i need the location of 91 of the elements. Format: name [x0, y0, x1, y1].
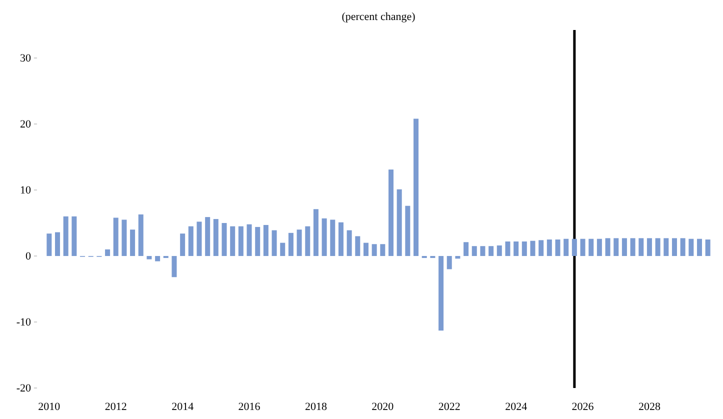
bar — [172, 256, 177, 278]
bar — [55, 232, 60, 256]
bar — [72, 216, 77, 256]
bar — [305, 226, 310, 256]
bar — [580, 238, 586, 256]
bar — [230, 226, 236, 256]
y-tick-label: 0 — [26, 250, 32, 263]
bar — [630, 238, 636, 256]
x-tick-label: 2024 — [505, 401, 528, 413]
bar — [680, 238, 686, 256]
bar — [255, 226, 260, 256]
bar — [296, 230, 302, 256]
bar — [530, 240, 536, 256]
bar — [538, 240, 544, 256]
bar — [372, 244, 377, 256]
bar — [346, 230, 352, 256]
bar — [396, 189, 402, 256]
bar — [222, 223, 227, 256]
bar — [655, 238, 660, 256]
bar — [122, 220, 127, 256]
x-tick-label: 2014 — [172, 401, 194, 413]
bar — [280, 242, 286, 256]
bar — [338, 222, 344, 256]
bar — [614, 238, 619, 256]
y-tick-label: 30 — [20, 52, 32, 65]
bar — [138, 214, 144, 256]
bar — [646, 238, 652, 256]
bar — [246, 224, 252, 256]
bar — [363, 242, 368, 256]
x-tick-label: 2028 — [638, 401, 661, 413]
bar — [63, 216, 68, 256]
bar — [330, 220, 336, 256]
bar — [322, 218, 327, 256]
bar — [688, 238, 694, 256]
y-tick-label: 20 — [20, 118, 32, 131]
bar — [588, 238, 594, 256]
bar — [263, 224, 268, 256]
bar — [272, 230, 277, 256]
x-tick-label: 2020 — [372, 401, 394, 413]
bar — [196, 222, 202, 256]
bar — [522, 241, 527, 256]
bar — [188, 226, 194, 256]
bar — [288, 232, 294, 256]
bar — [705, 240, 710, 256]
bar — [380, 244, 386, 256]
bar — [313, 209, 318, 256]
x-tick-label: 2010 — [38, 401, 61, 413]
bar — [696, 238, 702, 256]
bar — [238, 226, 244, 256]
bar — [546, 240, 552, 256]
bar — [355, 236, 360, 256]
bar — [672, 238, 677, 256]
bar — [146, 256, 152, 260]
bar — [438, 256, 444, 331]
bar — [622, 238, 627, 256]
y-tick-label: -10 — [16, 316, 32, 329]
x-tick-label: 2026 — [572, 401, 594, 413]
x-tick-label: 2022 — [438, 401, 460, 413]
bar — [205, 217, 210, 256]
bar — [572, 238, 577, 256]
bar — [564, 238, 569, 256]
bar — [505, 241, 510, 256]
bar — [155, 256, 160, 262]
bar — [46, 234, 52, 256]
bar — [605, 238, 610, 256]
bar — [414, 118, 419, 256]
x-tick-label: 2012 — [104, 401, 127, 413]
bar — [405, 206, 410, 256]
bar — [213, 219, 218, 256]
bar — [446, 256, 452, 270]
bar — [638, 238, 644, 256]
bar — [596, 238, 602, 256]
x-tick-label: 2018 — [304, 401, 328, 413]
bar — [555, 240, 560, 256]
bar — [113, 218, 118, 256]
bar — [180, 234, 186, 256]
y-tick-label: -20 — [16, 382, 32, 395]
bar — [664, 238, 669, 256]
bar — [496, 245, 502, 256]
x-tick-label: 2016 — [238, 401, 261, 413]
bar — [464, 242, 469, 256]
bar — [480, 246, 486, 256]
bar — [472, 246, 477, 256]
bar — [130, 230, 136, 256]
y-tick-label: 10 — [20, 184, 32, 197]
bar — [388, 170, 394, 256]
chart-title: (percent change) — [342, 11, 416, 23]
bar — [488, 246, 494, 256]
bar — [105, 249, 110, 256]
bar — [455, 256, 460, 259]
bar — [514, 241, 519, 256]
